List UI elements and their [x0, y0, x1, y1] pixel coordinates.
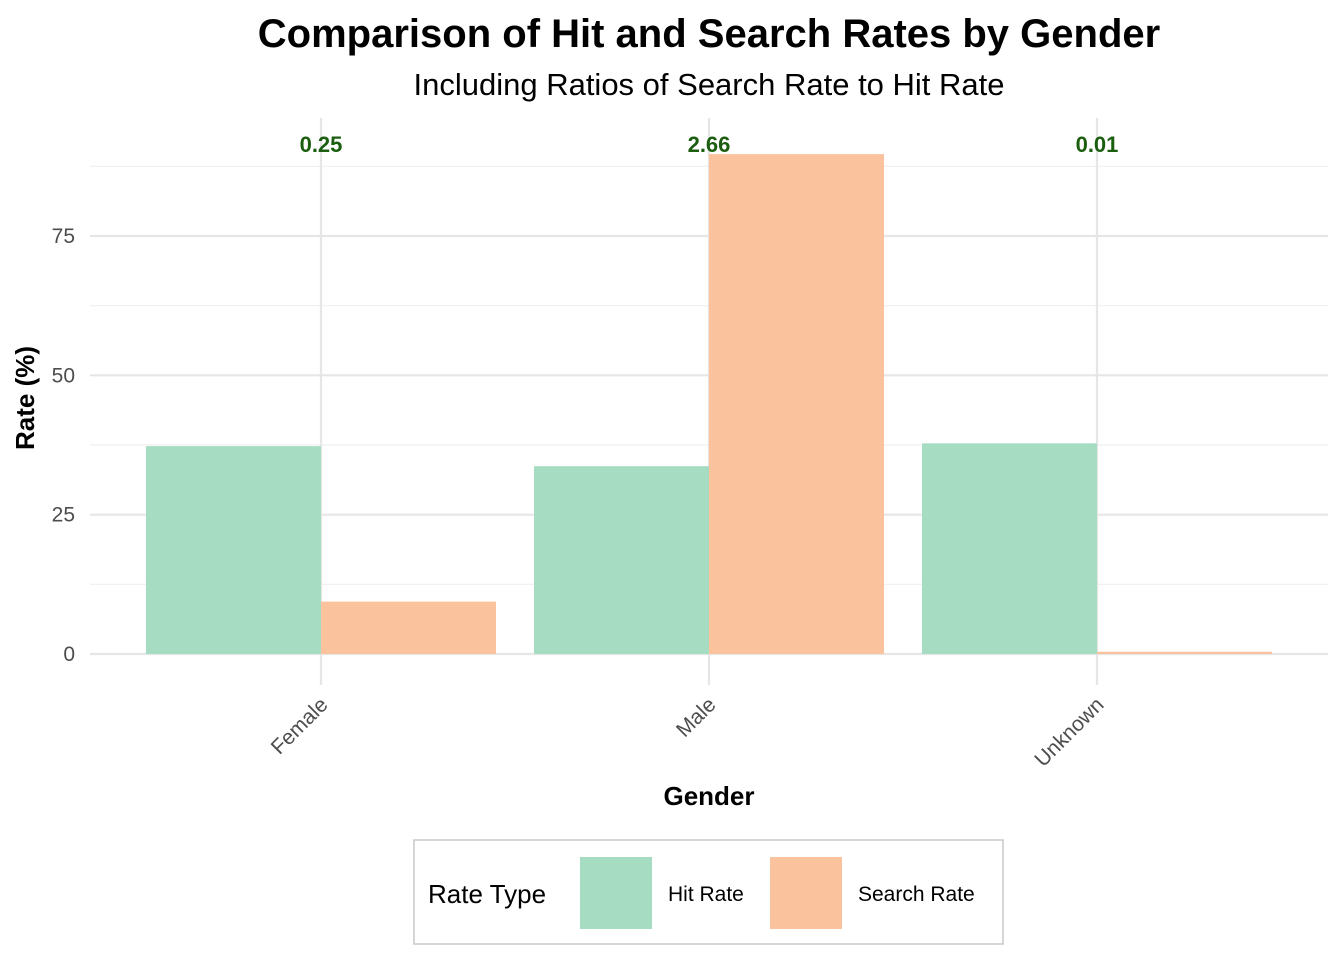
- x-axis-title: Gender: [663, 781, 754, 811]
- y-tick-label: 50: [52, 364, 75, 387]
- legend-frame: [413, 839, 1004, 945]
- legend-title: Rate Type: [428, 879, 546, 909]
- y-tick-label: 75: [52, 225, 75, 248]
- bars: [146, 154, 1272, 654]
- legend-swatch-search-rate: [770, 857, 842, 929]
- legend-label-hit-rate: Hit Rate: [668, 883, 744, 906]
- x-tick-label-female: Female: [267, 693, 333, 759]
- y-tick-label: 0: [63, 643, 75, 666]
- y-tick-label: 25: [52, 504, 75, 527]
- ratio-label-female: 0.25: [300, 132, 343, 157]
- bar-search-rate-unknown: [1097, 651, 1272, 654]
- ratio-label-unknown: 0.01: [1076, 132, 1119, 157]
- x-axis-ticks: Female Male Unknown: [267, 693, 1109, 771]
- bar-hit-rate-unknown: [922, 443, 1097, 654]
- bar-hit-rate-female: [146, 446, 321, 654]
- bar-hit-rate-male: [534, 466, 709, 654]
- ratio-label-male: 2.66: [688, 132, 731, 157]
- legend-swatch-hit-rate: [580, 857, 652, 929]
- chart-title: Comparison of Hit and Search Rates by Ge…: [258, 12, 1160, 56]
- x-tick-label-unknown: Unknown: [1030, 693, 1108, 771]
- y-axis-title: Rate (%): [10, 346, 40, 450]
- legend-label-search-rate: Search Rate: [858, 883, 975, 906]
- x-tick-label-male: Male: [672, 693, 720, 741]
- ratio-labels: 0.25 2.66 0.01: [300, 132, 1119, 157]
- bar-search-rate-male: [709, 154, 884, 654]
- y-axis-ticks: 0 25 50 75: [52, 225, 75, 666]
- chart-subtitle: Including Ratios of Search Rate to Hit R…: [413, 67, 1004, 102]
- bar-search-rate-female: [321, 601, 496, 654]
- legend: Rate Type Hit Rate Search Rate: [413, 839, 1004, 945]
